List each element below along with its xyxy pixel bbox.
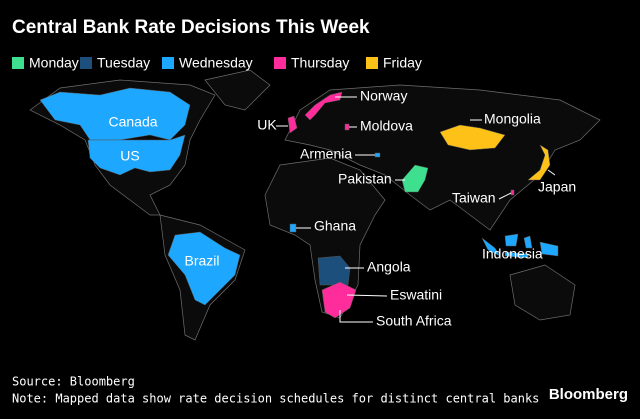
note: Note: Mapped data show rate decision sch… bbox=[12, 392, 539, 406]
legend-label: Wednesday bbox=[179, 55, 253, 71]
country-shape bbox=[87, 134, 186, 176]
legend-label: Tuesday bbox=[97, 55, 150, 71]
country-shape bbox=[401, 164, 429, 193]
leader-line bbox=[346, 294, 388, 297]
country-label: UK bbox=[257, 117, 277, 133]
leader-line bbox=[339, 310, 373, 323]
legend-swatch bbox=[366, 57, 378, 69]
legend: Monday Tuesday Wednesday Thursday Friday bbox=[12, 55, 422, 71]
country-label: Japan bbox=[538, 179, 576, 195]
country-shape bbox=[439, 124, 506, 151]
country-shape bbox=[304, 91, 343, 121]
legend-label: Monday bbox=[29, 55, 79, 71]
country-label: Indonesia bbox=[482, 246, 543, 262]
country-shape bbox=[39, 87, 191, 141]
logo: Bloomberg bbox=[549, 386, 628, 403]
country-label: Armenia bbox=[300, 146, 352, 162]
australia bbox=[509, 264, 576, 321]
legend-swatch bbox=[162, 57, 174, 69]
eurasia bbox=[284, 84, 601, 231]
country-label: Angola bbox=[367, 259, 411, 275]
country-shape bbox=[167, 231, 241, 306]
country-shape bbox=[374, 152, 381, 158]
country-shape bbox=[289, 223, 297, 233]
country-label: Taiwan bbox=[452, 190, 496, 206]
country-label: Ghana bbox=[314, 218, 356, 234]
country-label: Pakistan bbox=[338, 171, 392, 187]
legend-swatch bbox=[12, 57, 24, 69]
country-label: South Africa bbox=[376, 313, 452, 329]
country-label: Norway bbox=[360, 88, 407, 104]
country-shape bbox=[287, 115, 298, 134]
country-shape bbox=[321, 281, 357, 319]
country-shape bbox=[481, 233, 559, 259]
country-shape bbox=[527, 144, 551, 181]
country-shape bbox=[317, 255, 351, 286]
source: Source: Bloomberg bbox=[12, 375, 135, 389]
country-label: Mongolia bbox=[484, 111, 541, 127]
legend-label: Friday bbox=[383, 55, 422, 71]
country-labels: Canada US Brazil UK Norway Moldova Armenia Paki… bbox=[108, 88, 576, 329]
country-label: US bbox=[120, 148, 139, 164]
leader-line bbox=[547, 169, 556, 176]
legend-swatch bbox=[274, 57, 286, 69]
country-shape bbox=[344, 123, 350, 131]
title: Central Bank Rate Decisions This Week bbox=[12, 17, 370, 38]
leader-line bbox=[498, 192, 512, 200]
country-label: Brazil bbox=[184, 253, 219, 269]
country-label: Moldova bbox=[360, 118, 413, 134]
greenland bbox=[204, 69, 271, 111]
country-label: Canada bbox=[108, 114, 157, 130]
country-shape bbox=[510, 189, 515, 196]
highlighted-countries bbox=[39, 87, 559, 319]
legend-label: Thursday bbox=[291, 55, 349, 71]
country-label: Eswatini bbox=[390, 287, 442, 303]
legend-swatch bbox=[80, 57, 92, 69]
